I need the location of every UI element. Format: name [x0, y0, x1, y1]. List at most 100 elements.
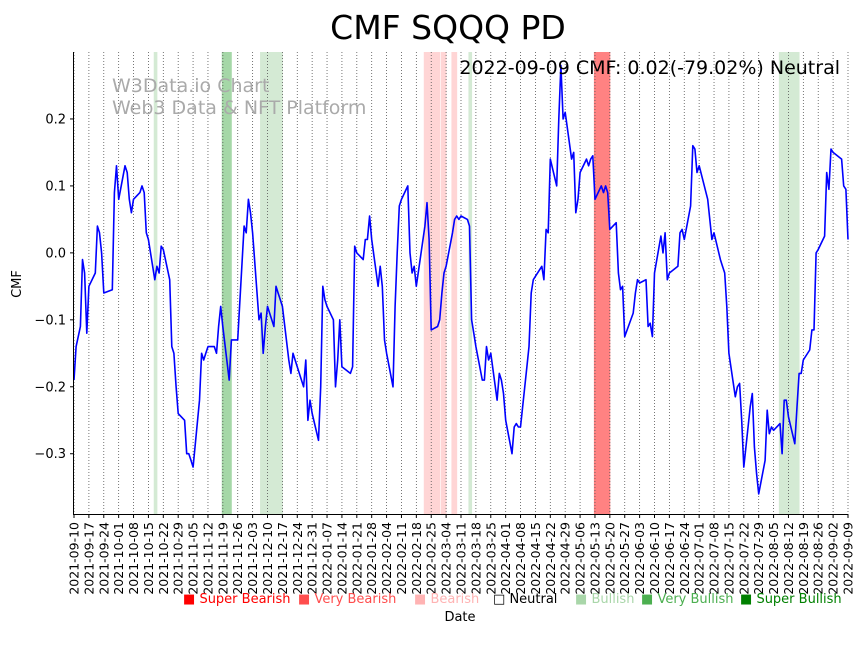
x-tick-label-49: 2022-08-19 — [796, 522, 811, 595]
y-ticks: 0.2 0.1 0.0 −0.1 −0.2 −0.3 — [34, 112, 74, 462]
legend-label-super-bullish: Super Bullish — [756, 592, 842, 607]
x-tick-label-37: 2022-05-27 — [617, 522, 632, 595]
legend-label-very-bearish: Very Bearish — [314, 592, 397, 607]
x-tick-label-14: 2021-12-17 — [275, 522, 290, 595]
x-tick-label-13: 2021-12-10 — [260, 522, 275, 595]
x-tick-label-4: 2021-10-08 — [126, 522, 141, 595]
y-tick-label-1: 0.1 — [45, 179, 66, 194]
x-tick-label-39: 2022-06-10 — [647, 522, 662, 595]
watermark-line-1: W3Data.io Chart — [112, 75, 269, 97]
x-tick-label-16: 2021-12-31 — [305, 522, 320, 595]
axes — [73, 52, 848, 515]
band-bullish-2 — [260, 52, 283, 514]
legend-item-bullish: ■ Bullish — [575, 592, 634, 607]
x-tick-label-44: 2022-07-15 — [721, 522, 736, 595]
band-bearish-3 — [423, 52, 441, 514]
y-axis-label: CMF — [10, 270, 25, 298]
band-bullish-8 — [778, 52, 800, 514]
x-tick-label-19: 2022-01-21 — [349, 522, 364, 595]
x-tick-label-20: 2022-01-28 — [364, 522, 379, 595]
legend-label-very-bullish: Very Bullish — [657, 592, 734, 607]
legend-swatch-bullish: ■ — [575, 592, 588, 607]
x-axis-label: Date — [444, 610, 475, 625]
x-tick-label-25: 2022-03-04 — [439, 522, 454, 595]
y-tick-label-2: 0.0 — [45, 246, 66, 261]
legend-swatch-very-bullish: ■ — [641, 592, 654, 607]
y-tick-label-5: −0.3 — [34, 447, 66, 462]
x-tick-label-40: 2022-06-17 — [662, 522, 677, 595]
x-tick-label-12: 2021-12-03 — [245, 522, 260, 595]
legend-item-super-bullish: ■ Super Bullish — [740, 592, 842, 607]
x-tick-label-6: 2021-10-22 — [156, 522, 171, 595]
x-tick-label-46: 2022-07-29 — [751, 522, 766, 595]
x-tick-label-11: 2021-11-26 — [230, 522, 245, 595]
band-bearish-5 — [451, 52, 458, 514]
x-tick-label-17: 2022-01-07 — [320, 522, 335, 595]
x-tick-label-3: 2021-10-01 — [111, 522, 126, 595]
x-tick-label-45: 2022-07-22 — [736, 522, 751, 595]
x-tick-label-21: 2022-02-04 — [379, 522, 394, 595]
x-tick-label-0: 2021-09-10 — [67, 522, 82, 595]
x-tick-label-18: 2022-01-14 — [334, 522, 349, 595]
x-tick-label-31: 2022-04-15 — [528, 522, 543, 595]
x-tick-label-50: 2022-08-26 — [811, 522, 826, 595]
y-tick-label-3: −0.1 — [34, 313, 66, 328]
x-tick-label-34: 2022-05-06 — [573, 522, 588, 595]
x-tick-label-38: 2022-06-03 — [632, 522, 647, 595]
watermark-line-2: Web3 Data & NFT Platform — [112, 97, 366, 119]
x-tick-label-1: 2021-09-17 — [81, 522, 96, 595]
x-tick-label-2: 2021-09-24 — [96, 522, 111, 595]
signal-bands — [153, 52, 800, 514]
x-tick-label-33: 2022-04-29 — [558, 522, 573, 595]
legend-swatch-bearish: ■ — [414, 592, 427, 607]
y-tick-label-4: −0.2 — [34, 380, 66, 395]
x-tick-label-23: 2022-02-18 — [409, 522, 424, 595]
watermark: W3Data.io Chart Web3 Data & NFT Platform — [112, 75, 366, 119]
band-bullish-0 — [153, 52, 158, 514]
legend-item-super-bearish: ■ Super Bearish — [183, 592, 291, 607]
band-very-bearish-7 — [593, 52, 611, 514]
cmf-series-line — [73, 64, 849, 495]
legend-swatch-neutral: □ — [493, 592, 506, 607]
x-tick-label-28: 2022-03-25 — [483, 522, 498, 595]
x-ticks: 2021-09-10 2021-09-17 2021-09-24 2021-10-01… — [67, 514, 856, 595]
x-tick-label-29: 2022-04-01 — [498, 522, 513, 595]
x-tick-label-41: 2022-06-24 — [677, 522, 692, 595]
x-tick-label-8: 2021-11-05 — [186, 522, 201, 595]
status-readout: 2022-09-09 CMF: 0.02(-79.02%) Neutral — [459, 57, 840, 79]
x-tick-label-15: 2021-12-24 — [290, 522, 305, 595]
legend-label-super-bearish: Super Bearish — [199, 592, 291, 607]
x-tick-label-51: 2022-09-02 — [826, 522, 841, 595]
x-tick-label-9: 2021-11-12 — [200, 522, 215, 595]
legend-swatch-very-bearish: ■ — [298, 592, 311, 607]
legend-item-very-bullish: ■ Very Bullish — [641, 592, 734, 607]
x-tick-label-52: 2022-09-09 — [841, 522, 856, 595]
band-very-bullish-1 — [221, 52, 232, 514]
x-tick-label-24: 2022-02-25 — [424, 522, 439, 595]
legend-swatch-super-bearish: ■ — [183, 592, 196, 607]
legend-swatch-super-bullish: ■ — [740, 592, 753, 607]
x-tick-label-35: 2022-05-13 — [587, 522, 602, 595]
x-tick-label-47: 2022-08-05 — [766, 522, 781, 595]
vertical-gridlines — [73, 52, 849, 514]
legend-item-neutral: □ Neutral — [493, 592, 557, 607]
x-tick-label-48: 2022-08-12 — [781, 522, 796, 595]
y-tick-label-0: 0.2 — [45, 112, 66, 127]
x-tick-label-5: 2021-10-15 — [141, 522, 156, 595]
legend-item-very-bearish: ■ Very Bearish — [298, 592, 396, 607]
legend-item-bearish: ■ Bearish — [414, 592, 479, 607]
chart-title: CMF SQQQ PD — [330, 8, 566, 47]
x-tick-label-42: 2022-07-01 — [692, 522, 707, 595]
x-tick-label-10: 2021-11-19 — [215, 522, 230, 595]
x-tick-label-7: 2021-10-29 — [171, 522, 186, 595]
x-tick-label-27: 2022-03-18 — [468, 522, 483, 595]
x-tick-label-36: 2022-05-20 — [602, 522, 617, 595]
legend-label-bearish: Bearish — [430, 592, 480, 607]
legend-label-neutral: Neutral — [509, 592, 558, 607]
x-tick-label-32: 2022-04-22 — [543, 522, 558, 595]
x-tick-label-30: 2022-04-08 — [513, 522, 528, 595]
x-tick-label-43: 2022-07-08 — [707, 522, 722, 595]
legend-label-bullish: Bullish — [591, 592, 635, 607]
x-tick-label-22: 2022-02-11 — [394, 522, 409, 595]
